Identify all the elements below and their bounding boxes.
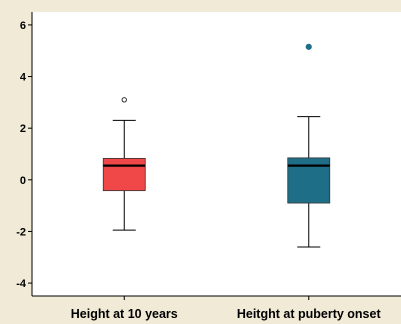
y-tick-label: -2 bbox=[16, 226, 26, 238]
x-category-label: Heitght at puberty onset bbox=[237, 307, 382, 321]
y-axis: -4 -2 0 2 4 6 bbox=[16, 12, 32, 296]
x-category-label: Height at 10 years bbox=[71, 307, 178, 321]
plot-area bbox=[32, 12, 401, 296]
y-tick-label: 6 bbox=[20, 20, 26, 32]
y-tick-label: 2 bbox=[20, 123, 26, 135]
y-tick-label: -4 bbox=[16, 278, 27, 290]
x-axis: Height at 10 years Heitght at puberty ons… bbox=[32, 296, 401, 321]
iqr-box bbox=[103, 158, 145, 190]
outlier-point bbox=[306, 44, 311, 49]
y-tick-label: 4 bbox=[20, 72, 27, 84]
y-tick-label: 0 bbox=[20, 175, 26, 187]
